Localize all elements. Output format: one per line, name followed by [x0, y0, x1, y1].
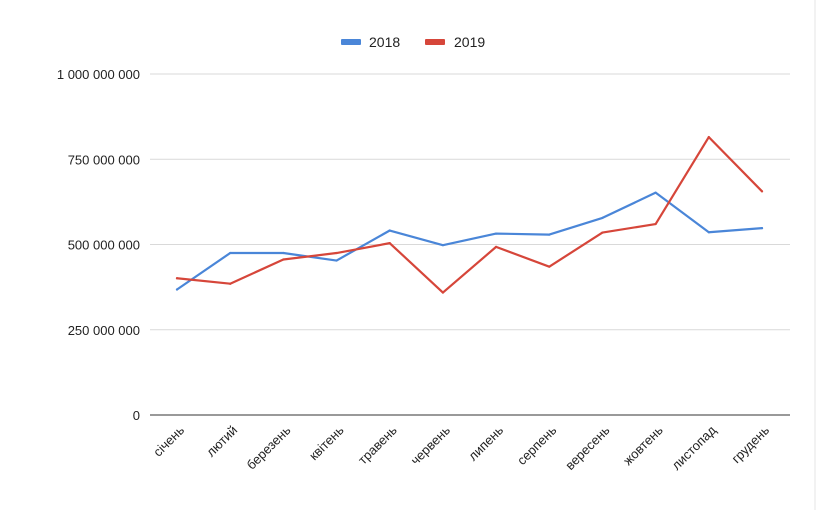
x-tick-label: жовтень [620, 422, 666, 468]
data-point-2018 [707, 231, 710, 234]
data-point-2019 [229, 282, 232, 285]
data-point-2018 [335, 259, 338, 262]
data-point-2019 [548, 265, 551, 268]
data-point-2019 [175, 277, 179, 280]
legend-label: 2019 [454, 34, 485, 50]
x-tick-label: вересень [562, 422, 612, 472]
data-point-2018 [282, 251, 285, 255]
legend-swatch [425, 39, 445, 45]
y-tick-label: 500 000 000 [68, 238, 140, 253]
data-point-2019 [707, 135, 710, 139]
x-tick-label: листопад [669, 422, 720, 473]
legend: 2018 2019 [341, 34, 485, 50]
data-point-2018 [601, 216, 604, 220]
legend-swatch [341, 39, 361, 45]
y-tick-label: 750 000 000 [68, 152, 140, 167]
y-axis: 0 250 000 000 500 000 000 750 000 000 1 000 … [57, 67, 140, 423]
data-point-2019 [388, 242, 391, 245]
data-point-2018 [388, 229, 391, 232]
x-tick-label: червень [408, 422, 454, 468]
x-tick-label: лютий [203, 423, 240, 460]
data-point-2019 [441, 291, 445, 294]
data-point-2019 [335, 251, 338, 255]
series-line-2019 [175, 135, 764, 294]
legend-label: 2018 [369, 34, 400, 50]
data-point-2019 [654, 222, 657, 226]
series-line-2018 [175, 191, 764, 291]
data-point-2018 [760, 227, 764, 230]
data-point-2019 [494, 245, 498, 248]
x-tick-label: січень [150, 422, 187, 459]
data-point-2019 [760, 190, 764, 193]
x-tick-label: грудень [729, 422, 773, 466]
x-axis: січень лютий березень квітень травень червень… [150, 422, 772, 473]
data-point-2018 [548, 233, 551, 236]
data-point-2018 [229, 251, 232, 255]
data-point-2018 [441, 244, 445, 247]
data-point-2018 [494, 232, 498, 235]
data-point-2018 [175, 288, 179, 291]
y-tick-label: 1 000 000 000 [57, 67, 140, 82]
x-tick-label: квітень [306, 422, 347, 463]
gridlines [150, 73, 790, 416]
x-tick-label: травень [355, 422, 400, 467]
data-point-2019 [282, 258, 285, 261]
x-tick-label: липень [465, 422, 506, 463]
data-point-2019 [601, 231, 604, 234]
y-tick-label: 250 000 000 [68, 323, 140, 338]
y-tick-label: 0 [133, 408, 140, 423]
x-tick-label: березень [243, 422, 293, 472]
data-point-2018 [654, 191, 657, 194]
x-tick-label: серпень [514, 422, 560, 468]
series-group [175, 135, 764, 294]
